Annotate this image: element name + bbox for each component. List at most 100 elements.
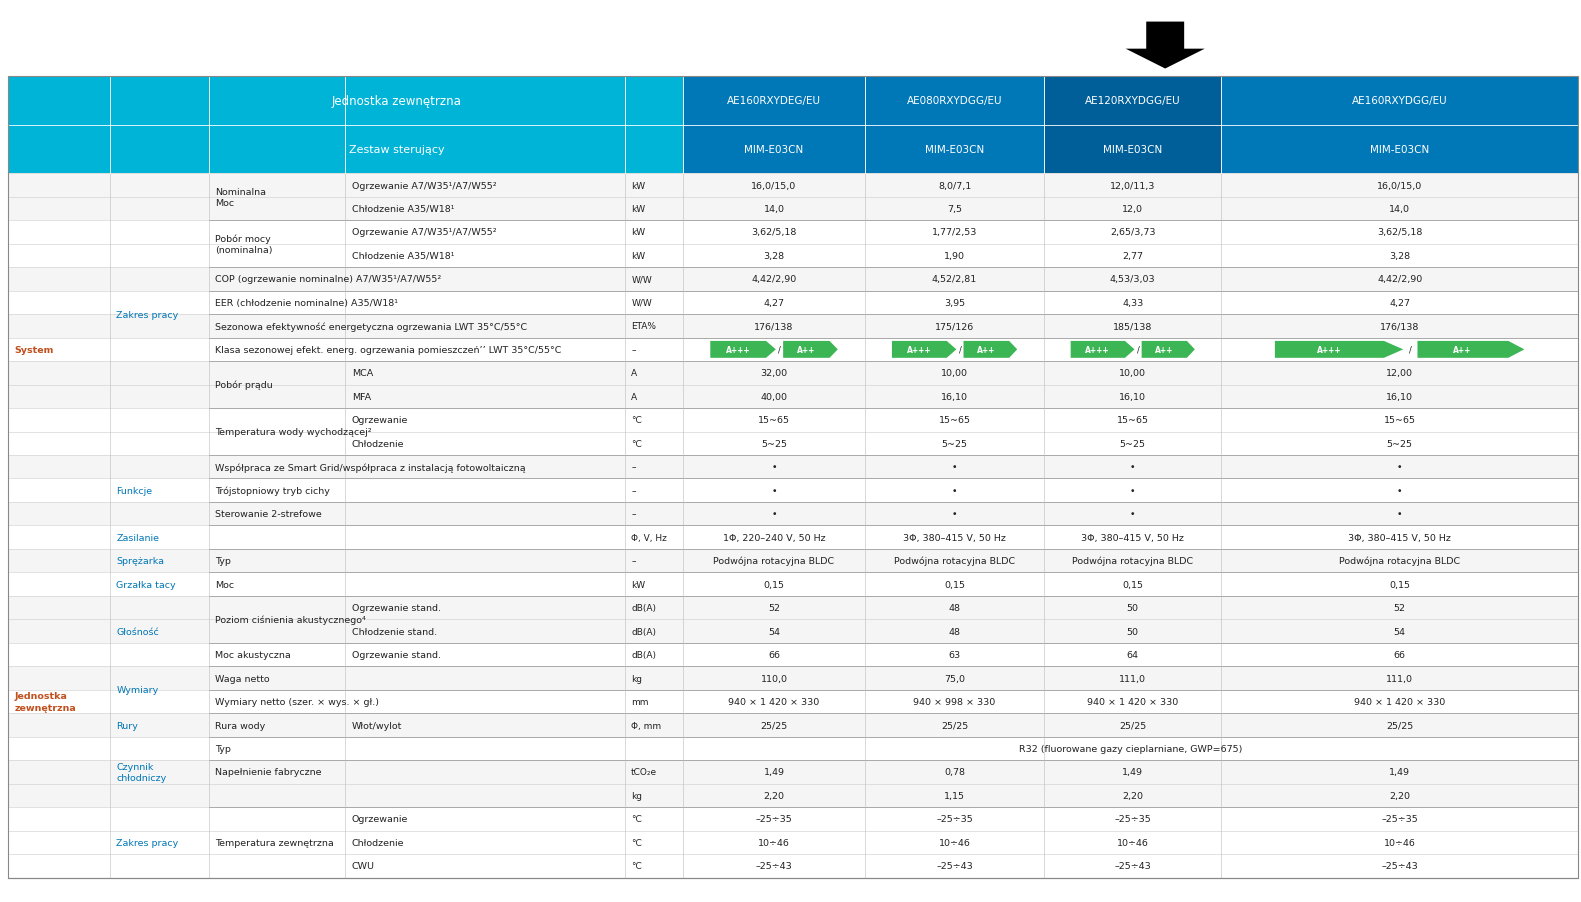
Text: 14,0: 14,0 <box>1390 205 1410 214</box>
Text: –: – <box>631 463 636 472</box>
Text: 0,15: 0,15 <box>1390 580 1410 589</box>
Text: 3Φ, 380–415 V, 50 Hz: 3Φ, 380–415 V, 50 Hz <box>1349 533 1451 542</box>
Bar <box>8 174 1578 198</box>
Text: Wymiary: Wymiary <box>117 686 158 695</box>
Text: 40,00: 40,00 <box>760 392 787 401</box>
Bar <box>8 338 1578 362</box>
Text: 940 × 1 420 × 330: 940 × 1 420 × 330 <box>1353 697 1445 706</box>
Text: –: – <box>631 510 636 519</box>
Polygon shape <box>963 342 1017 358</box>
Text: Sprężarka: Sprężarka <box>117 557 164 566</box>
Text: Temperatura wody wychodzącej²: Temperatura wody wychodzącej² <box>215 428 372 437</box>
Text: 25/25: 25/25 <box>1387 721 1413 730</box>
Bar <box>8 479 1578 502</box>
Text: A+++: A+++ <box>726 345 749 354</box>
Bar <box>8 713 1578 737</box>
Text: •: • <box>1130 463 1135 472</box>
Text: 1,15: 1,15 <box>944 791 964 800</box>
Text: 0,15: 0,15 <box>764 580 784 589</box>
Text: 16,10: 16,10 <box>941 392 968 401</box>
Text: 66: 66 <box>768 650 779 659</box>
Text: 10÷46: 10÷46 <box>939 838 971 847</box>
Text: 25/25: 25/25 <box>1119 721 1146 730</box>
Text: 75,0: 75,0 <box>944 674 964 683</box>
Bar <box>865 77 1043 174</box>
Bar <box>8 690 1578 713</box>
Text: 50: 50 <box>1127 603 1138 612</box>
Polygon shape <box>783 342 838 358</box>
Text: 111,0: 111,0 <box>1119 674 1146 683</box>
Text: A: A <box>631 392 637 401</box>
Text: Pobór mocy
(nominalna): Pobór mocy (nominalna) <box>215 235 272 254</box>
Text: 4,42/2,90: 4,42/2,90 <box>1377 275 1423 284</box>
Text: A++: A++ <box>977 345 996 354</box>
Text: 16,10: 16,10 <box>1387 392 1413 401</box>
Text: Zakres pracy: Zakres pracy <box>117 310 179 319</box>
Bar <box>8 315 1578 338</box>
Bar <box>8 432 1578 456</box>
Text: kW: kW <box>631 205 645 214</box>
Text: Chłodzenie A35/W18¹: Chłodzenie A35/W18¹ <box>351 205 454 214</box>
Text: 12,00: 12,00 <box>1387 369 1413 378</box>
Text: Sterowanie 2-strefowe: Sterowanie 2-strefowe <box>215 510 323 519</box>
Text: °C: °C <box>631 861 642 870</box>
Text: 2,20: 2,20 <box>1390 791 1410 800</box>
Text: •: • <box>952 510 958 519</box>
Text: /: / <box>1409 345 1412 354</box>
Text: •: • <box>952 486 958 495</box>
Text: 3,62/5,18: 3,62/5,18 <box>1377 228 1423 237</box>
Text: 175/126: 175/126 <box>934 322 974 331</box>
Text: /: / <box>1137 345 1140 354</box>
Text: 3Φ, 380–415 V, 50 Hz: 3Φ, 380–415 V, 50 Hz <box>903 533 1006 542</box>
Text: 64: 64 <box>1127 650 1138 659</box>
Text: kW: kW <box>631 228 645 237</box>
Bar <box>8 291 1578 315</box>
Bar <box>8 244 1578 268</box>
Text: A+++: A+++ <box>1317 345 1341 354</box>
Text: dB(A): dB(A) <box>631 650 656 659</box>
Text: Podwójna rotacyjna BLDC: Podwójna rotacyjna BLDC <box>1072 557 1194 566</box>
Text: 0,15: 0,15 <box>944 580 964 589</box>
Text: 16,0/15,0: 16,0/15,0 <box>1377 181 1423 190</box>
Text: 185/138: 185/138 <box>1113 322 1153 331</box>
Bar <box>8 854 1578 878</box>
Text: 1Φ, 220–240 V, 50 Hz: 1Φ, 220–240 V, 50 Hz <box>723 533 825 542</box>
Text: dB(A): dB(A) <box>631 603 656 612</box>
Text: •: • <box>952 463 958 472</box>
Text: Chłodzenie A35/W18¹: Chłodzenie A35/W18¹ <box>351 252 454 261</box>
Text: –: – <box>631 486 636 495</box>
Text: Chłodzenie: Chłodzenie <box>351 439 405 448</box>
Text: 15~65: 15~65 <box>757 416 790 425</box>
Text: 4,53/3,03: 4,53/3,03 <box>1110 275 1156 284</box>
Text: Czynnik
chłodniczy: Czynnik chłodniczy <box>117 762 166 782</box>
Text: Grzałka tacy: Grzałka tacy <box>117 580 175 589</box>
Polygon shape <box>892 342 957 358</box>
Text: Moc: Moc <box>215 580 234 589</box>
Text: –25÷43: –25÷43 <box>1115 861 1151 870</box>
Text: AE080RXYDGG/EU: AE080RXYDGG/EU <box>907 96 1002 106</box>
Bar <box>8 77 1578 878</box>
Text: Podwójna rotacyjna BLDC: Podwójna rotacyjna BLDC <box>893 557 1015 566</box>
Bar <box>683 77 865 174</box>
Bar <box>8 456 1578 479</box>
Text: 15~65: 15~65 <box>1383 416 1415 425</box>
Text: 110,0: 110,0 <box>760 674 787 683</box>
Text: •: • <box>1398 486 1402 495</box>
Text: •: • <box>772 486 776 495</box>
Text: Ogrzewanie: Ogrzewanie <box>351 416 408 425</box>
Text: A++: A++ <box>797 345 816 354</box>
Bar <box>8 221 1578 244</box>
Text: AE160RXYDGG/EU: AE160RXYDGG/EU <box>1352 96 1448 106</box>
Text: 7,5: 7,5 <box>947 205 963 214</box>
Text: 52: 52 <box>768 603 779 612</box>
Text: 16,10: 16,10 <box>1119 392 1146 401</box>
Text: 3Φ, 380–415 V, 50 Hz: 3Φ, 380–415 V, 50 Hz <box>1081 533 1184 542</box>
Text: 3,95: 3,95 <box>944 299 964 308</box>
Bar <box>8 385 1578 409</box>
Bar <box>8 573 1578 596</box>
Text: Sezonowa efektywność energetyczna ogrzewania LWT 35°C/55°C: Sezonowa efektywność energetyczna ogrzew… <box>215 322 528 331</box>
Text: •: • <box>1398 510 1402 519</box>
Text: 16,0/15,0: 16,0/15,0 <box>751 181 797 190</box>
Bar <box>8 831 1578 854</box>
Text: MIM-E03CN: MIM-E03CN <box>1104 144 1162 155</box>
